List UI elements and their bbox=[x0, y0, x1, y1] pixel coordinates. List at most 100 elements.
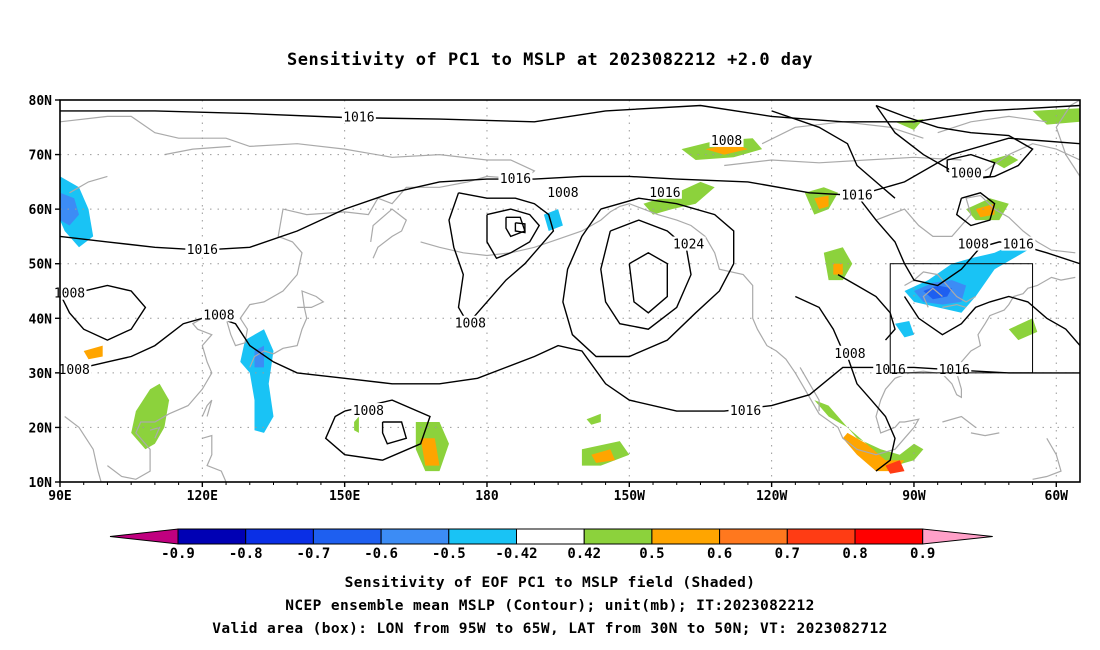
contour-label: 1008 bbox=[958, 238, 989, 253]
mslp-contour bbox=[60, 104, 1080, 123]
mslp-contour bbox=[505, 216, 526, 238]
colorbar-label: -0.42 bbox=[495, 546, 537, 562]
contour-label-bg bbox=[201, 307, 236, 322]
coastline bbox=[942, 415, 976, 428]
mslp-contour bbox=[562, 197, 735, 358]
colorbar-segment bbox=[922, 528, 993, 545]
coastline bbox=[875, 194, 1076, 254]
coastline bbox=[201, 399, 213, 417]
colorbar-segment bbox=[583, 528, 653, 545]
contour-label-bg bbox=[728, 403, 763, 418]
mslp-contour bbox=[600, 219, 692, 330]
contour-label-bg bbox=[840, 187, 875, 202]
colorbar-segment bbox=[651, 528, 721, 545]
sensitivity-shade bbox=[989, 154, 1019, 169]
mslp-contour bbox=[381, 421, 408, 445]
colorbar-segment bbox=[854, 528, 924, 545]
sensitivity-shade bbox=[895, 321, 914, 338]
map-frame bbox=[59, 99, 1081, 483]
contour-label: 1024 bbox=[673, 238, 704, 253]
contour-label-bg bbox=[351, 403, 386, 418]
colorbar-label: -0.9 bbox=[161, 546, 195, 562]
caption-valid-area: Valid area (box): LON from 95W to 65W, L… bbox=[212, 621, 888, 637]
contour-label: 1016 bbox=[500, 172, 531, 187]
colorbar-segment bbox=[177, 528, 247, 545]
caption-shading: Sensitivity of EOF PC1 to MSLP field (Sh… bbox=[344, 575, 756, 591]
x-tick-label: 120E bbox=[187, 489, 218, 504]
colorbar-label: 0.42 bbox=[567, 546, 601, 562]
colorbar-label: -0.7 bbox=[297, 546, 331, 562]
contour-label: 1016 bbox=[841, 189, 872, 204]
contour-label-bg bbox=[498, 171, 533, 186]
caption-contour: NCEP ensemble mean MSLP (Contour); unit(… bbox=[285, 598, 815, 614]
contour-label: 1016 bbox=[1003, 238, 1034, 253]
coastline bbox=[420, 203, 1076, 456]
colorbar-label: -0.5 bbox=[432, 546, 466, 562]
coastline bbox=[937, 115, 1047, 134]
contour-label-bg bbox=[185, 242, 220, 257]
sensitivity-shade bbox=[814, 400, 924, 466]
colorbar-segment bbox=[245, 528, 314, 545]
contour-label: 1008 bbox=[455, 317, 486, 332]
coastline bbox=[149, 426, 161, 439]
x-tick-label: 60W bbox=[1045, 489, 1069, 504]
mslp-contour bbox=[875, 104, 1034, 180]
sensitivity-shade bbox=[240, 329, 274, 433]
contour-label-bg bbox=[832, 345, 867, 360]
coastline bbox=[1055, 100, 1080, 177]
coastline bbox=[922, 287, 943, 308]
mslp-contour bbox=[837, 273, 896, 341]
colorbar-label: 0.8 bbox=[842, 546, 867, 562]
y-tick-label: 60N bbox=[29, 203, 53, 218]
colorbar-label: 0.6 bbox=[707, 546, 732, 562]
sensitivity-shade bbox=[131, 383, 170, 450]
contour-label: 1008 bbox=[59, 363, 90, 378]
y-tick-label: 70N bbox=[29, 149, 53, 164]
contour-label-bg bbox=[949, 165, 984, 180]
mslp-contour bbox=[60, 284, 147, 341]
contour-label: 1016 bbox=[343, 110, 374, 125]
contour-label: 1016 bbox=[730, 404, 761, 419]
contour-label-bg bbox=[341, 109, 376, 124]
sensitivity-shade bbox=[586, 413, 601, 425]
coastline bbox=[904, 271, 976, 303]
contour-label-bg bbox=[545, 184, 580, 199]
contour-label: 1016 bbox=[649, 186, 680, 201]
sensitivity-shade bbox=[833, 263, 843, 275]
colorbar-label: 0.9 bbox=[910, 546, 935, 562]
y-tick-label: 40N bbox=[29, 312, 53, 327]
mslp-contour bbox=[628, 251, 668, 314]
colorbar-segment bbox=[448, 528, 517, 545]
coastline bbox=[984, 143, 1080, 172]
y-tick-label: 30N bbox=[29, 367, 53, 382]
contour-label-bg bbox=[1001, 236, 1036, 251]
contour-label-bg bbox=[57, 362, 92, 377]
axis-ticks: 90E 120E 150E 180 150W 120W 90W 60W 10N 20N 30N 40N… bbox=[29, 94, 1069, 504]
contour-label-bg bbox=[647, 184, 682, 199]
coastline bbox=[202, 434, 227, 482]
contour-label: 1008 bbox=[547, 186, 578, 201]
sensitivity-shade bbox=[814, 195, 829, 210]
mslp-contour bbox=[903, 295, 1080, 347]
coastline bbox=[60, 115, 536, 480]
mslp-contour bbox=[60, 314, 1080, 412]
mslp-contour bbox=[448, 192, 555, 325]
sensitivity-shade bbox=[420, 438, 440, 466]
sensitivity-shade bbox=[885, 460, 905, 474]
valid-area-rect bbox=[889, 263, 1034, 374]
x-tick-label: 120W bbox=[756, 489, 787, 504]
y-tick-label: 10N bbox=[29, 476, 53, 491]
colorbar-segment bbox=[109, 528, 179, 545]
sensitivity-shade bbox=[1008, 318, 1038, 341]
colorbar-label: -0.8 bbox=[229, 546, 263, 562]
contour-label-bg bbox=[671, 236, 706, 251]
contour-label: 1000 bbox=[950, 167, 981, 182]
y-tick-label: 80N bbox=[29, 94, 53, 109]
valid-area-box bbox=[889, 263, 1034, 374]
colorbar-segment bbox=[312, 528, 382, 545]
coastline bbox=[64, 416, 102, 482]
contour-label: 1016 bbox=[939, 363, 970, 378]
mslp-contour bbox=[486, 208, 541, 260]
colorbar-segment bbox=[380, 528, 450, 545]
